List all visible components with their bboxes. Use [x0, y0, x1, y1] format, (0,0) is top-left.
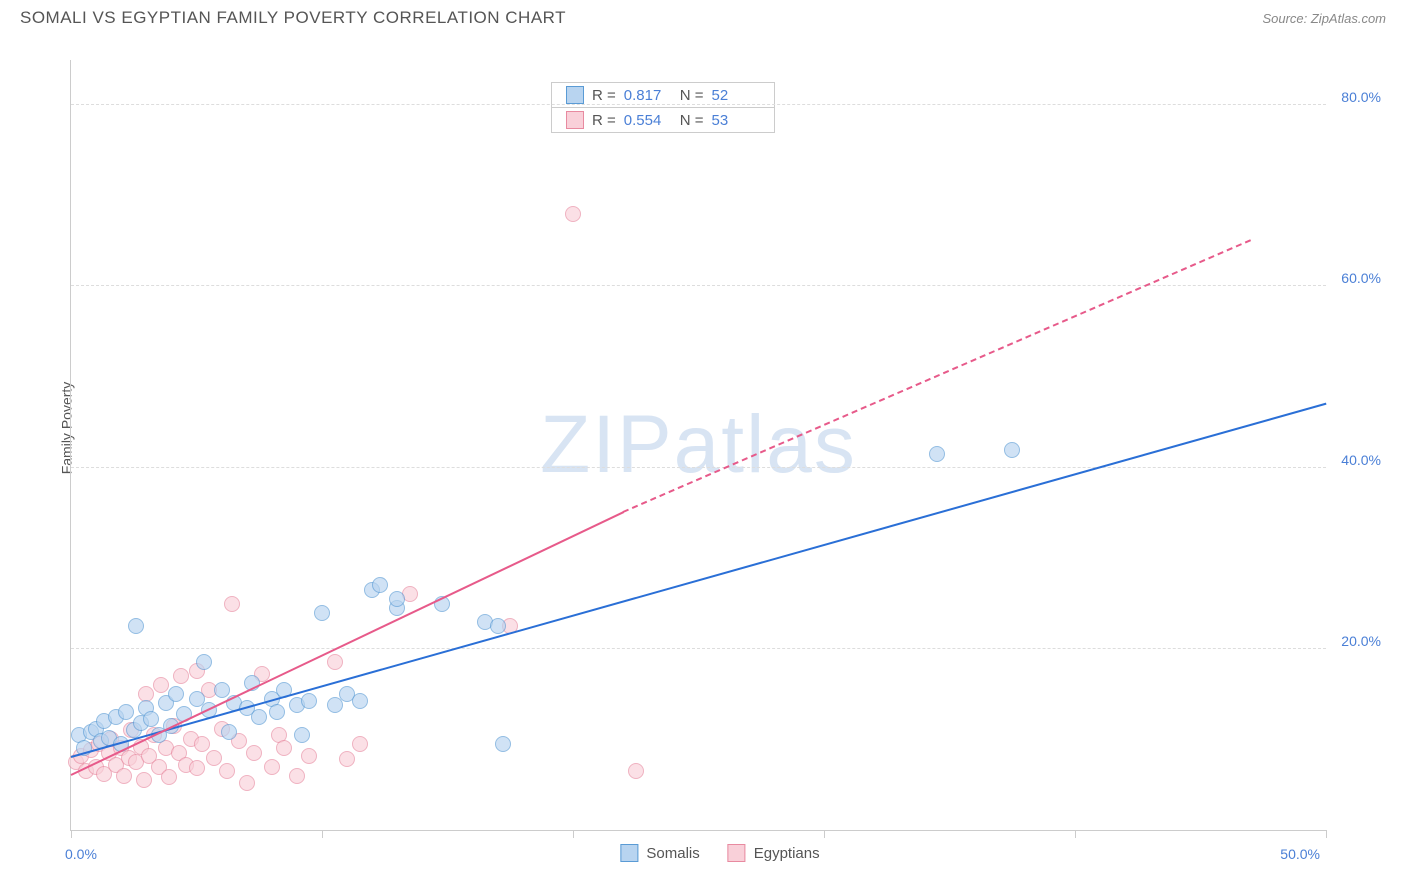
data-point-egyptian: [565, 206, 581, 222]
chart-container: Family Poverty ZIPatlas R = 0.817 N = 52…: [50, 40, 1390, 860]
data-point-somali: [301, 693, 317, 709]
data-point-somali: [372, 577, 388, 593]
data-point-egyptian: [136, 772, 152, 788]
swatch-egyptian-icon: [566, 111, 584, 129]
data-point-somali: [294, 727, 310, 743]
n-label: N =: [680, 87, 704, 104]
y-tick-label: 80.0%: [1341, 89, 1381, 105]
n-label-2: N =: [680, 112, 704, 129]
chart-title: SOMALI VS EGYPTIAN FAMILY POVERTY CORREL…: [20, 8, 566, 28]
trendline-egyptian-extrapolated: [623, 239, 1251, 513]
watermark-zip: ZIP: [540, 399, 674, 490]
data-point-somali: [251, 709, 267, 725]
data-point-somali: [221, 724, 237, 740]
egyptian-n-value: 53: [712, 112, 760, 129]
data-point-somali: [168, 686, 184, 702]
data-point-somali: [128, 618, 144, 634]
plot-area: ZIPatlas R = 0.817 N = 52 R = 0.554 N = …: [70, 60, 1326, 831]
gridline: [71, 285, 1326, 286]
data-point-somali: [1004, 442, 1020, 458]
data-point-egyptian: [276, 740, 292, 756]
data-point-somali: [196, 654, 212, 670]
y-tick-label: 40.0%: [1341, 452, 1381, 468]
x-tick: [1326, 830, 1327, 838]
legend-item-somali: Somalis: [620, 844, 699, 862]
data-point-egyptian: [352, 736, 368, 752]
legend-item-egyptian: Egyptians: [728, 844, 820, 862]
data-point-somali: [143, 711, 159, 727]
somali-n-value: 52: [712, 87, 760, 104]
x-min-label: 0.0%: [65, 846, 97, 862]
data-point-egyptian: [116, 768, 132, 784]
data-point-somali: [269, 704, 285, 720]
data-point-egyptian: [246, 745, 262, 761]
trendline-egyptian: [71, 511, 624, 776]
y-tick-label: 20.0%: [1341, 633, 1381, 649]
x-tick: [71, 830, 72, 838]
r-label: R =: [592, 87, 616, 104]
data-point-somali: [389, 591, 405, 607]
data-point-egyptian: [339, 751, 355, 767]
data-point-egyptian: [327, 654, 343, 670]
data-point-egyptian: [301, 748, 317, 764]
data-point-egyptian: [194, 736, 210, 752]
data-point-egyptian: [264, 759, 280, 775]
data-point-egyptian: [219, 763, 235, 779]
gridline: [71, 648, 1326, 649]
data-point-somali: [495, 736, 511, 752]
trendline-somali: [71, 402, 1327, 757]
data-point-egyptian: [289, 768, 305, 784]
data-point-egyptian: [173, 668, 189, 684]
x-tick: [573, 830, 574, 838]
x-max-label: 50.0%: [1280, 846, 1320, 862]
swatch-egyptian-icon: [728, 844, 746, 862]
y-tick-label: 60.0%: [1341, 270, 1381, 286]
data-point-somali: [214, 682, 230, 698]
somali-r-value: 0.817: [624, 87, 672, 104]
data-point-somali: [118, 704, 134, 720]
data-point-somali: [314, 605, 330, 621]
gridline: [71, 467, 1326, 468]
data-point-somali: [929, 446, 945, 462]
r-label-2: R =: [592, 112, 616, 129]
data-point-egyptian: [224, 596, 240, 612]
data-point-egyptian: [161, 769, 177, 785]
data-point-egyptian: [628, 763, 644, 779]
x-tick: [1075, 830, 1076, 838]
data-point-egyptian: [239, 775, 255, 791]
series-legend: Somalis Egyptians: [620, 844, 819, 862]
egyptian-r-value: 0.554: [624, 112, 672, 129]
legend-label-egyptian: Egyptians: [754, 845, 820, 862]
stats-legend: R = 0.817 N = 52 R = 0.554 N = 53: [551, 82, 775, 133]
data-point-egyptian: [153, 677, 169, 693]
gridline: [71, 104, 1326, 105]
swatch-somali-icon: [620, 844, 638, 862]
source-label: Source: ZipAtlas.com: [1262, 11, 1386, 26]
swatch-somali-icon: [566, 86, 584, 104]
data-point-egyptian: [189, 760, 205, 776]
data-point-egyptian: [206, 750, 222, 766]
stats-row-egyptian: R = 0.554 N = 53: [552, 108, 774, 132]
x-tick: [824, 830, 825, 838]
data-point-somali: [352, 693, 368, 709]
data-point-somali: [490, 618, 506, 634]
legend-label-somali: Somalis: [646, 845, 699, 862]
x-tick: [322, 830, 323, 838]
